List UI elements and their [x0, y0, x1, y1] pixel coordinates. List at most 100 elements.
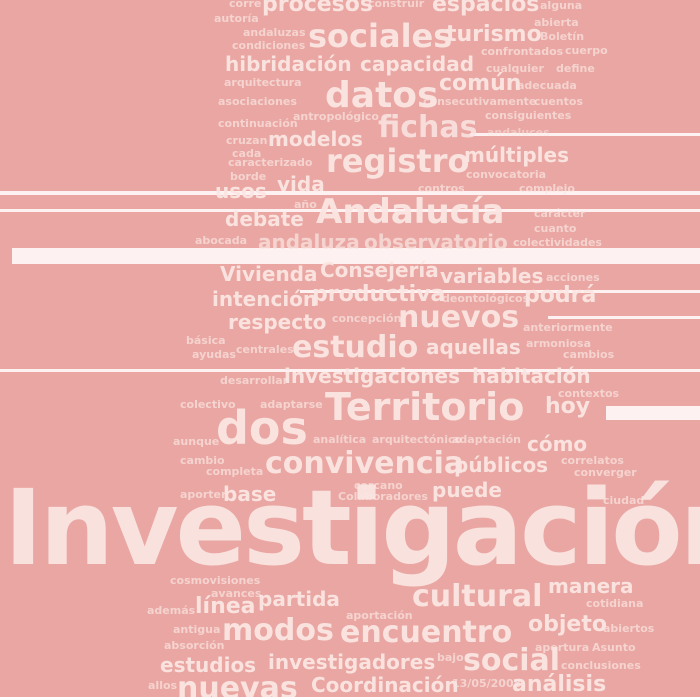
cloud-word: cotidiana — [586, 597, 644, 610]
cloud-word: caracterizado — [228, 156, 313, 169]
cloud-word: cosmovisiones — [170, 574, 261, 587]
cloud-word: 13/05/2008 — [452, 677, 522, 690]
cloud-word: manera — [548, 574, 634, 598]
cloud-word: cualquier — [486, 62, 544, 75]
decor-bar — [548, 316, 700, 319]
cloud-word: andaluces — [487, 126, 550, 139]
cloud-word: adaptación — [452, 433, 521, 446]
cloud-word: andaluzas — [243, 26, 306, 39]
cloud-word: encuentro — [340, 615, 513, 650]
cloud-word: completa — [206, 465, 264, 478]
cloud-word: nuevas — [177, 671, 298, 697]
cloud-word: vida — [277, 172, 325, 196]
decor-bar — [12, 248, 700, 264]
cloud-word: corre — [229, 0, 262, 10]
cloud-word: productiva — [312, 282, 446, 307]
cloud-word: adecuada — [517, 79, 577, 92]
cloud-word: dos — [216, 401, 308, 455]
cloud-word: variables — [440, 264, 544, 288]
cloud-word: cambios — [563, 348, 615, 361]
cloud-word: habitación — [472, 364, 591, 388]
cloud-word: Consejería — [320, 258, 439, 282]
cloud-word: intención — [212, 287, 318, 311]
cloud-word: contextos — [558, 387, 620, 400]
cloud-word: puede — [432, 478, 502, 502]
cloud-word: abocada — [195, 234, 248, 247]
title-word: Investigación — [4, 467, 700, 589]
cloud-word: modelos — [268, 127, 363, 151]
cloud-word: consecutivamente — [423, 95, 537, 108]
cloud-word: armoniosa — [526, 337, 591, 350]
cloud-word: condiciones — [232, 39, 306, 52]
cloud-word: fichas — [378, 110, 478, 145]
cloud-word: procesos — [262, 0, 373, 17]
cloud-word: arquitectónico — [372, 433, 463, 446]
cloud-word: cruzan — [226, 134, 268, 147]
cloud-word: antropológico — [293, 110, 379, 123]
cloud-word: además — [147, 604, 196, 617]
cloud-word: bajo — [437, 651, 464, 664]
cloud-word: anteriormente — [523, 321, 613, 334]
cloud-word: sociales — [308, 17, 453, 55]
cloud-word: arquitectura — [224, 76, 302, 89]
cloud-word: Vivienda — [220, 262, 318, 286]
cloud-word: abierta — [534, 16, 579, 29]
cloud-word: observatorio — [364, 230, 508, 254]
cloud-word: deontológicos — [442, 292, 530, 305]
cloud-word: centrales — [236, 343, 294, 356]
cloud-word: espacios — [432, 0, 540, 17]
cloud-word: Andalucía — [316, 192, 505, 232]
cloud-word: cambio — [180, 454, 225, 467]
cloud-word: allos — [148, 679, 178, 692]
cloud-word: Colaboradores — [338, 490, 428, 503]
cloud-word: Territorio — [325, 385, 525, 429]
cloud-word: aunque — [173, 435, 220, 448]
cloud-word: investigaciones — [284, 364, 460, 388]
decor-bar — [300, 290, 700, 293]
cloud-word: estudios — [160, 653, 257, 677]
cloud-word: conclusiones — [561, 659, 641, 672]
cloud-word: cercano — [354, 479, 403, 492]
cloud-word: contros — [418, 182, 465, 195]
cloud-word: correlatos — [561, 454, 624, 467]
cloud-word: cuerpo — [565, 44, 608, 57]
cloud-word: Coordinación — [311, 673, 459, 697]
cloud-word: borde — [230, 170, 267, 183]
cloud-word: partida — [258, 587, 340, 611]
cloud-word: datos — [325, 75, 439, 116]
cloud-word: Asunto — [592, 641, 636, 654]
cloud-word: continuación — [218, 117, 298, 130]
cloud-word: autoría — [214, 12, 259, 25]
cloud-word: múltiples — [464, 143, 569, 167]
cloud-word: adaptarse — [260, 398, 323, 411]
decor-bar — [470, 133, 700, 136]
cloud-word: cómo — [527, 432, 588, 456]
cloud-word: usos — [215, 179, 267, 203]
cloud-word: convivencia — [265, 446, 465, 481]
cloud-word: investigadores — [268, 650, 436, 674]
decor-bar — [0, 209, 700, 212]
cloud-word: turismo — [446, 22, 542, 47]
cloud-word: confrontados — [481, 45, 564, 58]
cloud-word: asociaciones — [218, 95, 297, 108]
cloud-word: abiertos — [603, 622, 655, 635]
cloud-word: concepción — [332, 312, 402, 325]
cloud-word: hoy — [545, 394, 591, 419]
decor-bar — [0, 191, 700, 195]
cloud-word: respecto — [228, 310, 327, 334]
cloud-word: absorción — [164, 639, 225, 652]
cloud-word: carácter — [534, 207, 586, 220]
cloud-word: antigua — [173, 623, 221, 636]
cloud-word: base — [223, 482, 277, 506]
cloud-word: social — [463, 643, 561, 678]
cloud-word: cuanto — [534, 222, 577, 235]
cloud-word: acciones — [546, 271, 600, 284]
cloud-word: alguna — [540, 0, 583, 12]
cloud-word: Boletín — [540, 30, 585, 43]
cloud-word: línea — [195, 594, 256, 619]
cloud-word: analítica — [313, 433, 367, 446]
cloud-word: desarrollar — [220, 374, 289, 387]
cloud-word: objeto — [528, 612, 607, 637]
cloud-word: capacidad — [360, 52, 475, 76]
